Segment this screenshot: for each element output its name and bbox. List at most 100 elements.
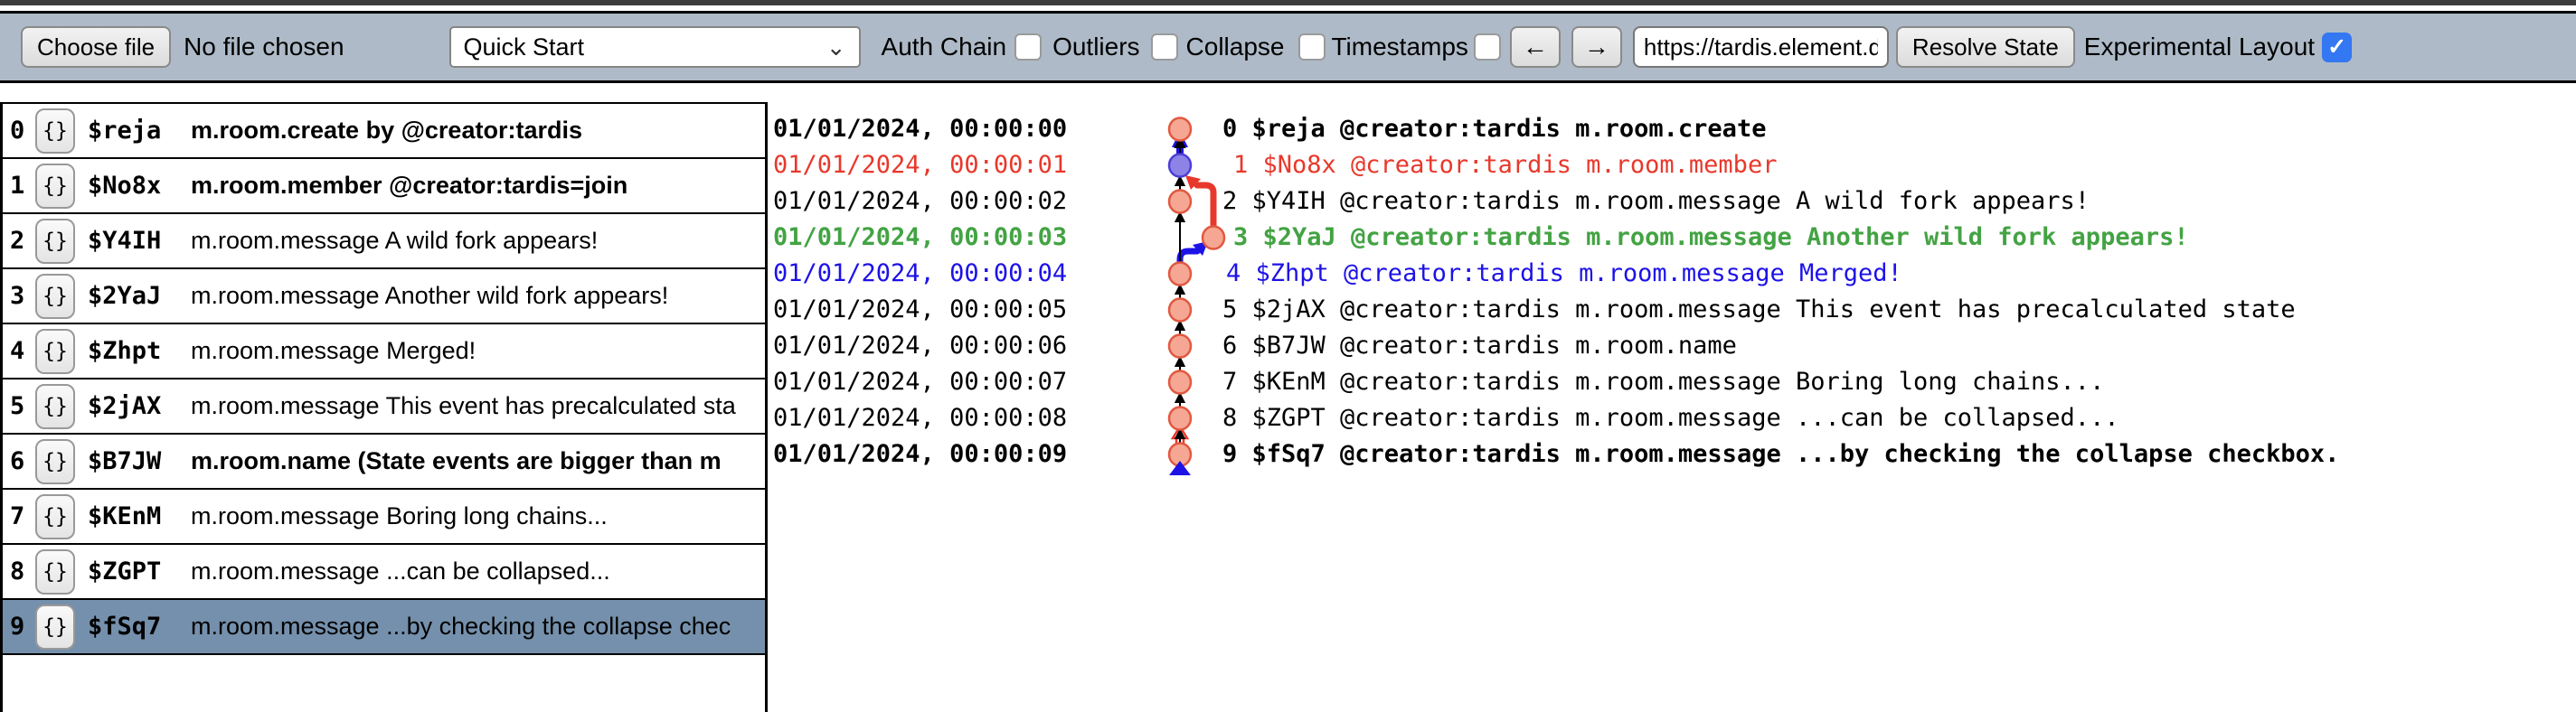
dag-node-6[interactable] [1167,333,1193,359]
window-top-strip [0,0,2576,5]
json-view-button[interactable]: {} [35,493,75,539]
preset-select-value: Quick Start [463,33,585,61]
no-file-chosen-label: No file chosen [184,33,344,61]
timestamp: 01/01/2024, 00:00:03 [773,223,1068,251]
preset-select[interactable]: Quick Start ⌄ [448,26,861,68]
event-id: $ZGPT [88,557,162,586]
event-description: m.room.member @creator:tardis=join [191,172,628,199]
outliers-checkbox[interactable] [1150,33,1178,61]
event-line[interactable]: 1 $No8x @creator:tardis m.room.member [1233,151,1778,179]
event-list-row-8[interactable]: 8 {} $ZGPT m.room.message ...can be coll… [3,543,765,598]
event-id: $No8x [88,172,162,200]
event-line[interactable]: 4 $Zhpt @creator:tardis m.room.message M… [1226,259,1902,287]
event-id: $reja [88,117,162,145]
json-view-button[interactable]: {} [35,438,75,484]
event-list-row-5[interactable]: 5 {} $2jAX m.room.message This event has… [3,378,765,433]
experimental-layout-label: Experimental Layout [2083,33,2316,61]
collapse-label: Collapse [1185,33,1285,61]
dag-node-1[interactable] [1167,153,1193,178]
timestamps-checkbox[interactable] [1473,33,1501,61]
event-id: $2YaJ [88,282,162,310]
event-list-panel: 0 {} $reja m.room.create by @creator:tar… [0,102,768,712]
dag-node-0[interactable] [1167,117,1193,142]
timestamp: 01/01/2024, 00:00:07 [773,368,1068,396]
event-description: m.room.message ...by checking the collap… [191,613,731,640]
event-list-row-3[interactable]: 3 {} $2YaJ m.room.message Another wild f… [3,267,765,323]
event-line[interactable]: 0 $reja @creator:tardis m.room.create [1222,115,1767,143]
json-view-button[interactable]: {} [35,383,75,429]
timestamp: 01/01/2024, 00:00:02 [773,187,1068,215]
event-index: 1 [10,172,25,200]
json-view-button[interactable]: {} [35,163,75,209]
event-id: $KEnM [88,502,162,530]
event-line[interactable]: 3 $2YaJ @creator:tardis m.room.message A… [1233,223,2189,251]
timestamp: 01/01/2024, 00:00:04 [773,259,1068,287]
event-line-column: 0 $reja @creator:tardis m.room.create 1 … [1222,111,2570,473]
json-view-button[interactable]: {} [35,604,75,650]
timestamp: 01/01/2024, 00:00:09 [773,440,1068,468]
timestamp: 01/01/2024, 00:00:08 [773,404,1068,432]
event-index: 3 [10,282,25,310]
event-list-row-2[interactable]: 2 {} $Y4IH m.room.message A wild fork ap… [3,212,765,267]
dag-node-3[interactable] [1201,225,1226,250]
json-view-button[interactable]: {} [35,328,75,374]
event-index: 6 [10,447,25,475]
event-list-row-1[interactable]: 1 {} $No8x m.room.member @creator:tardis… [3,157,765,212]
json-view-button[interactable]: {} [35,108,75,154]
dag-thin-edges [1174,136,1186,444]
timestamps-label: Timestamps [1331,33,1468,61]
dag-node-7[interactable] [1167,370,1193,395]
json-view-button[interactable]: {} [35,548,75,595]
event-line[interactable]: 5 $2jAX @creator:tardis m.room.message T… [1222,295,2296,323]
event-line[interactable]: 2 $Y4IH @creator:tardis m.room.message A… [1222,187,2090,215]
event-line[interactable]: 6 $B7JW @creator:tardis m.room.name [1222,332,1737,360]
json-view-button[interactable]: {} [35,218,75,264]
event-list-empty-area [3,653,765,710]
resolve-state-button[interactable]: Resolve State [1895,26,2075,68]
dag-node-8[interactable] [1167,406,1193,431]
dag-tip-marker [1169,461,1191,475]
server-url-input[interactable] [1632,26,1889,68]
dag-edge-red-arrowhead [1185,175,1201,190]
toolbar: Choose file No file chosen Quick Start ⌄… [0,11,2576,83]
event-line[interactable]: 7 $KEnM @creator:tardis m.room.message B… [1222,368,2105,396]
json-view-button[interactable]: {} [35,273,75,319]
event-index: 5 [10,392,25,420]
event-description: m.room.message ...can be collapsed... [191,557,610,585]
event-line[interactable]: 9 $fSq7 @creator:tardis m.room.message .… [1222,440,2340,468]
auth-chain-checkbox[interactable] [1014,33,1043,61]
timestamp: 01/01/2024, 00:00:05 [773,295,1068,323]
check-icon: ✓ [2327,34,2347,60]
event-index: 8 [10,557,25,586]
dag-node-5[interactable] [1167,297,1193,323]
choose-file-button[interactable]: Choose file [21,26,172,68]
collapse-checkbox[interactable] [1298,33,1326,61]
dag-node-2[interactable] [1167,189,1193,214]
event-description: m.room.message Merged! [191,337,477,364]
event-list-row-4[interactable]: 4 {} $Zhpt m.room.message Merged! [3,323,765,378]
event-line[interactable]: 8 $ZGPT @creator:tardis m.room.message .… [1222,404,2119,432]
event-index: 9 [10,613,25,641]
event-list-row-7[interactable]: 7 {} $KEnM m.room.message Boring long ch… [3,488,765,543]
experimental-layout-checkbox[interactable]: ✓ [2322,32,2353,62]
event-description: m.room.create by @creator:tardis [191,117,582,144]
event-list-row-0[interactable]: 0 {} $reja m.room.create by @creator:tar… [3,102,765,157]
timestamp: 01/01/2024, 00:00:01 [773,151,1068,179]
timestamp: 01/01/2024, 00:00:06 [773,332,1068,360]
dag-node-4[interactable] [1167,261,1193,286]
timestamp: 01/01/2024, 00:00:00 [773,115,1068,143]
event-id: $fSq7 [88,613,162,641]
forward-button[interactable]: → [1571,26,1622,68]
event-index: 2 [10,227,25,255]
event-list-row-6[interactable]: 6 {} $B7JW m.room.name (State events are… [3,433,765,488]
dag-nodes [1167,117,1226,467]
event-id: $Y4IH [88,227,162,255]
event-dag [1167,117,1226,475]
event-id: $2jAX [88,392,162,420]
back-button[interactable]: ← [1509,26,1561,68]
timestamp-column: 01/01/2024, 00:00:00 01/01/2024, 00:00:0… [773,111,1076,473]
event-id: $B7JW [88,447,162,475]
dag-edge-red-3-1 [1194,182,1217,231]
event-list-row-9-selected[interactable]: 9 {} $fSq7 m.room.message ...by checking… [3,598,765,653]
event-description: m.room.message A wild fork appears! [191,227,599,254]
